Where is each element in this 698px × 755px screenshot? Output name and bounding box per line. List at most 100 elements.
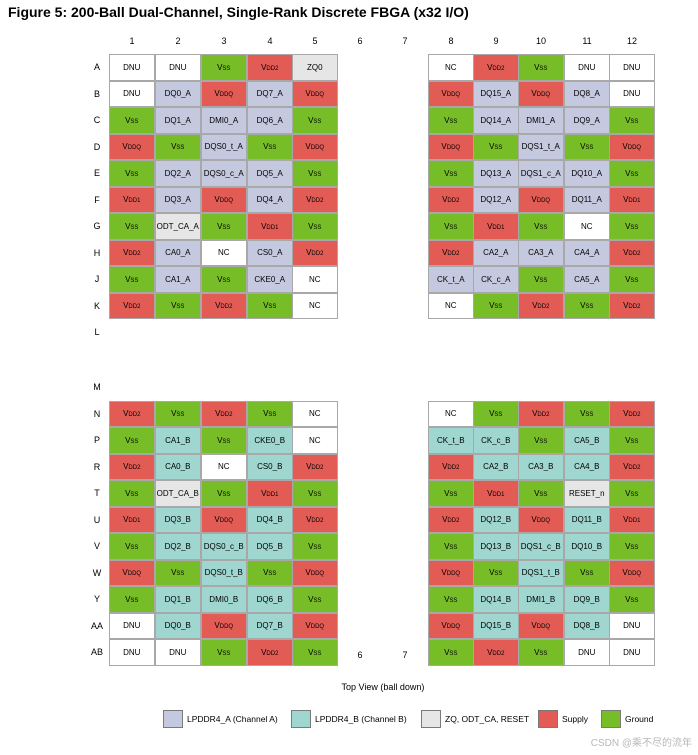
row-label: R <box>93 461 101 472</box>
ball-t8: V SS <box>428 480 474 507</box>
ball-t3: V SS <box>201 480 247 507</box>
ball-a10: V SS <box>518 54 564 81</box>
ball-p1: V SS <box>109 427 155 454</box>
ball-v12: V SS <box>609 533 655 560</box>
ball-j2: CA1_A <box>155 266 201 293</box>
ball-j4: CKE0_A <box>247 266 293 293</box>
ball-g1: V SS <box>109 213 155 240</box>
ball-n1: V DD2 <box>109 400 155 427</box>
ball-p4: CKE0_B <box>247 427 293 454</box>
ball-h5: V DD2 <box>292 239 338 266</box>
ball-g10: V SS <box>518 213 564 240</box>
ball-b9: DQ15_A <box>473 80 519 107</box>
ball-u8: V DD2 <box>428 506 474 533</box>
ball-v3: DQS0_c_B <box>201 533 247 560</box>
ball-aa12: DNU <box>609 612 655 639</box>
ball-e8: V SS <box>428 160 474 187</box>
ball-p11: CA5_B <box>564 427 610 454</box>
ball-a5: ZQ0 <box>292 54 338 81</box>
ball-r9: CA2_B <box>473 453 519 480</box>
ball-g2: ODT_CA_A <box>155 213 201 240</box>
legend-label-ground: Ground <box>625 714 654 724</box>
ball-t10: V SS <box>518 480 564 507</box>
ball-e11: DQ10_A <box>564 160 610 187</box>
row-label: M <box>93 382 101 392</box>
ball-e3: DQS0_c_A <box>201 160 247 187</box>
ball-aa5: V DDQ <box>292 612 338 639</box>
ball-v10: DQS1_c_B <box>518 533 564 560</box>
ball-d3: DQS0_t_A <box>201 133 247 160</box>
ball-a3: V SS <box>201 54 247 81</box>
ball-v8: V SS <box>428 533 474 560</box>
ball-k2: V SS <box>155 292 201 319</box>
ball-u1: V DD1 <box>109 506 155 533</box>
ball-f8: V DD2 <box>428 186 474 213</box>
ball-ab3: V SS <box>201 639 247 666</box>
legend-item-zq-odt-reset: ZQ, ODT_CA, RESET <box>421 709 529 729</box>
row-label: J <box>94 274 100 284</box>
ball-c2: DQ1_A <box>155 107 201 134</box>
column-number-bottom: 7 <box>402 650 408 660</box>
row-label: P <box>93 435 100 445</box>
ball-b5: V DDQ <box>292 80 338 107</box>
ball-y4: DQ6_B <box>247 586 293 613</box>
ball-h10: CA3_A <box>518 239 564 266</box>
ball-h2: CA0_A <box>155 239 201 266</box>
ball-b1: DNU <box>109 80 155 107</box>
ball-u4: DQ4_B <box>247 506 293 533</box>
column-number-top: 5 <box>312 36 318 46</box>
column-number-top: 12 <box>626 36 637 46</box>
column-number-top: 9 <box>493 36 499 46</box>
ball-f1: V DD1 <box>109 186 155 213</box>
ball-k9: V SS <box>473 292 519 319</box>
column-number-top: 6 <box>357 36 363 46</box>
page-title: Figure 5: 200-Ball Dual-Channel, Single-… <box>8 4 469 20</box>
ball-u9: DQ12_B <box>473 506 519 533</box>
ball-w4: V SS <box>247 559 293 586</box>
ball-d1: V DDQ <box>109 133 155 160</box>
ball-c11: DQ9_A <box>564 107 610 134</box>
ball-y1: V SS <box>109 586 155 613</box>
top-view-label: Top View (ball down) <box>341 682 425 692</box>
ball-u11: DQ11_B <box>564 506 610 533</box>
ball-e4: DQ5_A <box>247 160 293 187</box>
ball-v4: DQ5_B <box>247 533 293 560</box>
ball-r2: CA0_B <box>155 453 201 480</box>
ball-w11: V SS <box>564 559 610 586</box>
column-number-bottom: 6 <box>357 650 363 660</box>
ball-p12: V SS <box>609 427 655 454</box>
ball-w1: V DDQ <box>109 559 155 586</box>
ball-j11: CA5_A <box>564 266 610 293</box>
ball-n5: NC <box>292 400 338 427</box>
ball-h9: CA2_A <box>473 239 519 266</box>
row-label: F <box>94 194 100 205</box>
ball-aa11: DQ8_B <box>564 612 610 639</box>
ball-k8: NC <box>428 292 474 319</box>
ball-u12: V DD1 <box>609 506 655 533</box>
ball-y10: DMI1_B <box>518 586 564 613</box>
ball-e2: DQ2_A <box>155 160 201 187</box>
ball-n3: V DD2 <box>201 400 247 427</box>
legend-swatch-channel-b <box>291 710 311 728</box>
ball-h3: NC <box>201 239 247 266</box>
ball-u10: V DDQ <box>518 506 564 533</box>
ball-w5: V DDQ <box>292 559 338 586</box>
ball-g4: V DD1 <box>247 213 293 240</box>
ball-d12: V DDQ <box>609 133 655 160</box>
ball-a8: NC <box>428 54 474 81</box>
ball-ab2: DNU <box>155 639 201 666</box>
ball-y3: DMI0_B <box>201 586 247 613</box>
ball-u3: V DDQ <box>201 506 247 533</box>
ball-p2: CA1_B <box>155 427 201 454</box>
ball-f3: V DDQ <box>201 186 247 213</box>
ball-n10: V DD2 <box>518 400 564 427</box>
row-label: AB <box>90 647 103 657</box>
ball-b11: DQ8_A <box>564 80 610 107</box>
ball-g11: NC <box>564 213 610 240</box>
ball-k3: V DD2 <box>201 292 247 319</box>
ball-g5: V SS <box>292 213 338 240</box>
ball-e9: DQ13_A <box>473 160 519 187</box>
ball-a12: DNU <box>609 54 655 81</box>
ball-f2: DQ3_A <box>155 186 201 213</box>
ball-u2: DQ3_B <box>155 506 201 533</box>
